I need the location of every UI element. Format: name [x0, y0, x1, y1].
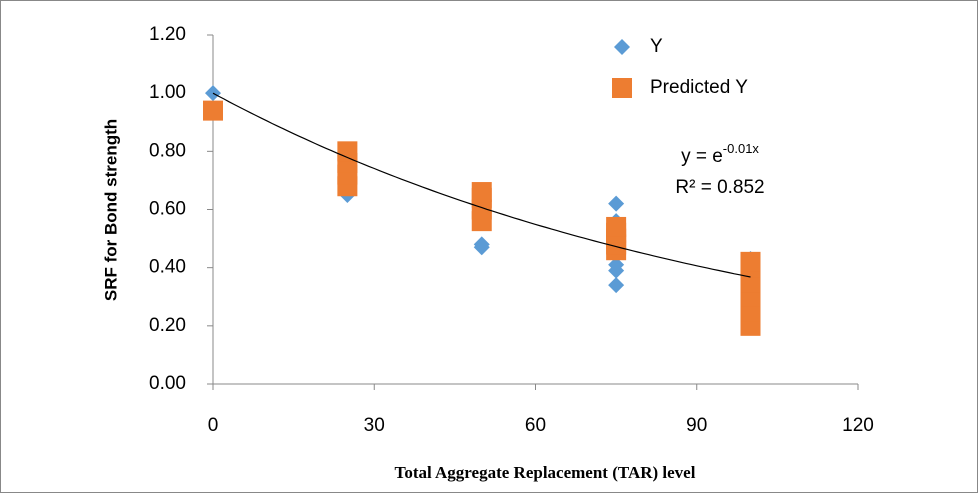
y-tick-label: 0.40 [149, 257, 186, 278]
point [608, 195, 625, 212]
trendline [212, 92, 751, 278]
x-tick-label: 0 [208, 415, 219, 436]
y-tick-label: 1.00 [149, 82, 186, 103]
y-tick-label: 0.60 [149, 199, 186, 220]
legend-label: Predicted Y [650, 77, 748, 98]
legend-label: Y [650, 36, 663, 57]
point [205, 85, 221, 102]
equation-exponent: -0.01x [723, 141, 760, 156]
point [606, 216, 627, 237]
point [740, 251, 761, 272]
x-axis-title: Total Aggregate Replacement (TAR) level [395, 463, 696, 482]
x-tick-label: 120 [842, 415, 874, 436]
x-tick-label: 60 [525, 415, 546, 436]
point [608, 262, 625, 279]
legend-marker [614, 39, 630, 55]
equation: y = e-0.01x [681, 141, 759, 167]
point [471, 182, 492, 203]
equation-base: y = e [681, 146, 723, 167]
x-tick-label: 90 [686, 415, 707, 436]
point [608, 277, 625, 294]
legend-marker [612, 78, 632, 98]
point [203, 100, 223, 121]
point [473, 239, 490, 256]
y-tick-label: 0.00 [149, 373, 186, 394]
y-tick-label: 0.20 [149, 315, 186, 336]
x-tick-label: 30 [364, 415, 385, 436]
y-tick-label: 0.80 [149, 140, 186, 161]
point [337, 141, 358, 162]
y-axis-title: SRF for Bond strength [101, 119, 120, 301]
y-tick-label: 1.20 [149, 24, 186, 45]
r-squared: R² = 0.852 [675, 177, 764, 198]
